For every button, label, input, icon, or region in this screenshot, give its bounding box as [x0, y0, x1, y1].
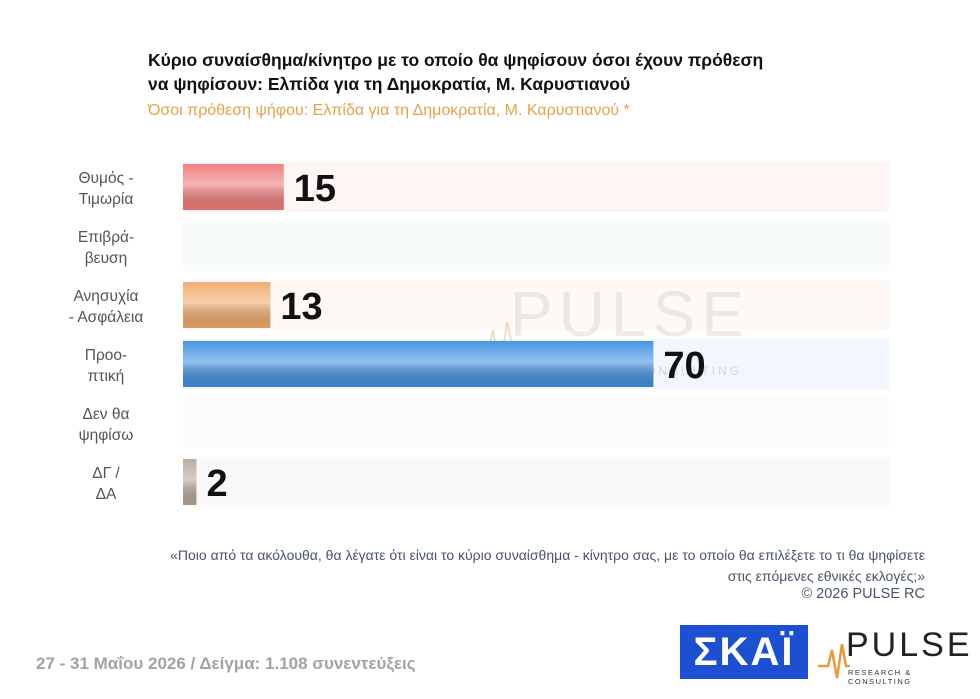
category-label-line: - Ασφάλεια	[69, 309, 144, 326]
category-label-line: ψηφίσω	[79, 427, 134, 444]
category-label-line: Επιβρά-	[78, 229, 134, 246]
watermark-text: PULSE	[510, 278, 750, 350]
copyright-notice: © 2026 PULSE RC	[801, 586, 925, 602]
bar-shine	[183, 459, 197, 505]
category-label-line: ΔΑ	[96, 486, 117, 503]
category-label-line: Θυμός -	[78, 170, 133, 187]
chart-subtitle: Όσοι πρόθεση ψήφου: Ελπίδα για τη Δημοκρ…	[148, 102, 630, 119]
bar-shine	[183, 282, 271, 328]
pulse-logo: PULSE RESEARCH & CONSULTING	[816, 626, 970, 686]
bar-track	[183, 280, 889, 330]
skai-logo: ΣΚΑΪ	[680, 625, 808, 679]
value-label: 13	[280, 286, 322, 328]
survey-question: «Ποιο από τα ακόλουθα, θα λέγατε ότι είν…	[170, 547, 925, 584]
category-label-line: Τιμωρία	[79, 191, 134, 208]
date-sample-info: 27 - 31 Μαΐου 2026 / Δείγμα: 1.108 συνεν…	[36, 654, 416, 673]
category-label: Προο-πτική	[85, 347, 127, 385]
bar-track	[183, 457, 889, 507]
category-label-line: Δεν θα	[83, 406, 130, 423]
pulse-logo-text: PULSE	[846, 626, 973, 664]
category-label-line: βευση	[85, 250, 128, 267]
chart-title: Κύριο συναίσθημα/κίνητρο με το οποίο θα …	[148, 50, 764, 94]
bar-shine	[183, 341, 654, 387]
category-label-line: Ανησυχία	[73, 288, 138, 305]
pulse-wave-icon	[818, 643, 850, 679]
bar-chart: PULSE RESEARCH & CONSULTING Θυμός -Τιμωρ…	[69, 162, 889, 507]
category-label: Θυμός - Τιμωρία	[78, 170, 133, 208]
bar-track	[183, 398, 889, 448]
value-label: 70	[663, 345, 705, 387]
category-label: Δεν θα ψηφίσω	[79, 406, 134, 444]
category-label: Επιβρά-βευση	[78, 229, 134, 267]
category-label: Ανησυχία - Ασφάλεια	[69, 288, 144, 326]
value-label: 15	[294, 168, 336, 210]
category-label-line: πτική	[88, 368, 125, 385]
bar-track	[183, 221, 889, 271]
category-label: ΔΓ / ΔΑ	[92, 465, 120, 503]
category-label-line: Προο-	[85, 347, 127, 364]
value-label: 2	[206, 463, 227, 505]
category-label-line: ΔΓ /	[92, 465, 120, 482]
bar-shine	[183, 164, 284, 210]
bar-track	[183, 162, 889, 212]
pulse-logo-tagline: RESEARCH & CONSULTING	[848, 668, 912, 686]
